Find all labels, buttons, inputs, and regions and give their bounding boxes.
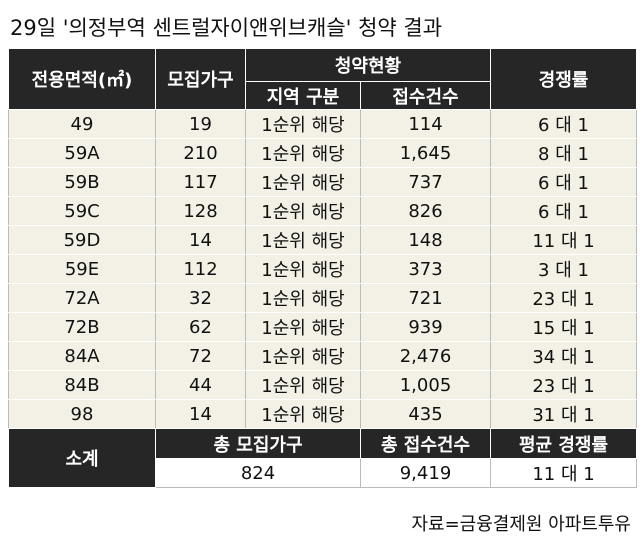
cell: 59B — [8, 167, 156, 197]
cell: 2,476 — [360, 341, 491, 371]
cell: 23 대 1 — [490, 283, 637, 313]
cell: 112 — [155, 254, 246, 284]
cell: 6 대 1 — [490, 167, 637, 197]
cell: 59A — [8, 138, 156, 168]
header-cell: 평균 경쟁률 — [490, 428, 637, 459]
cell: 11 대 1 — [490, 225, 637, 255]
cell: 1순위 해당 — [245, 196, 361, 226]
table-row: 49 19 1순위 해당 114 6 대 1 — [8, 109, 637, 139]
cell: 435 — [360, 399, 491, 429]
cell: 373 — [360, 254, 491, 284]
header-cell: 총 모집가구 — [155, 428, 361, 459]
header-cell: 모집가구 — [155, 48, 246, 110]
header-cell: 전용면적(㎡) — [8, 48, 156, 110]
table-row: 72A 32 1순위 해당 721 23 대 1 — [8, 283, 637, 313]
header-cell: 총 접수건수 — [360, 428, 491, 459]
cell: 1순위 해당 — [245, 167, 361, 197]
cell: 44 — [155, 370, 246, 400]
cell: 98 — [8, 399, 156, 429]
cell: 31 대 1 — [490, 399, 637, 429]
cell: 59E — [8, 254, 156, 284]
cell: 1순위 해당 — [245, 283, 361, 313]
result-table: 전용면적(㎡) 모집가구 청약현황 경쟁률 지역 구분 접수건수 49 19 1순위… — [8, 48, 637, 488]
cell: 114 — [360, 109, 491, 139]
table-row: 84A 72 1순위 해당 2,476 34 대 1 — [8, 341, 637, 371]
cell: 1순위 해당 — [245, 399, 361, 429]
cell: 14 — [155, 399, 246, 429]
source: 자료=금융결제원 아파트투유 — [411, 514, 631, 535]
cell: 117 — [155, 167, 246, 197]
cell: 34 대 1 — [490, 341, 637, 371]
table-row: 59C 128 1순위 해당 826 6 대 1 — [8, 196, 637, 226]
cell: 939 — [360, 312, 491, 342]
cell: 62 — [155, 312, 246, 342]
table-row: 59D 14 1순위 해당 148 11 대 1 — [8, 225, 637, 255]
cell: 59D — [8, 225, 156, 255]
table-row: 72B 62 1순위 해당 939 15 대 1 — [8, 312, 637, 342]
cell: 84B — [8, 370, 156, 400]
cell: 1순위 해당 — [245, 370, 361, 400]
cell: 59C — [8, 196, 156, 226]
cell: 1순위 해당 — [245, 225, 361, 255]
cell: 3 대 1 — [490, 254, 637, 284]
cell: 737 — [360, 167, 491, 197]
cell: 19 — [155, 109, 246, 139]
table-row: 59E 112 1순위 해당 373 3 대 1 — [8, 254, 637, 284]
cell: 824 — [155, 458, 361, 488]
cell: 6 대 1 — [490, 109, 637, 139]
cell: 1순위 해당 — [245, 254, 361, 284]
cell: 1순위 해당 — [245, 138, 361, 168]
cell: 128 — [155, 196, 246, 226]
table-row: 소계 총 모집가구 총 접수건수 평균 경쟁률 — [8, 428, 637, 488]
cell: 8 대 1 — [490, 138, 637, 168]
cell: 84A — [8, 341, 156, 371]
table-row: 84B 44 1순위 해당 1,005 23 대 1 — [8, 370, 637, 400]
cell: 1,645 — [360, 138, 491, 168]
cell: 210 — [155, 138, 246, 168]
cell: 72B — [8, 312, 156, 342]
table-row: 98 14 1순위 해당 435 31 대 1 — [8, 399, 637, 429]
header-cell: 소계 — [8, 428, 156, 488]
table-row: 59A 210 1순위 해당 1,645 8 대 1 — [8, 138, 637, 168]
cell: 1순위 해당 — [245, 312, 361, 342]
cell: 826 — [360, 196, 491, 226]
cell: 1,005 — [360, 370, 491, 400]
cell: 9,419 — [360, 458, 491, 488]
table-body: 전용면적(㎡) 모집가구 청약현황 경쟁률 지역 구분 접수건수 49 19 1순위… — [8, 48, 637, 488]
cell: 14 — [155, 225, 246, 255]
cell: 23 대 1 — [490, 370, 637, 400]
header-cell: 경쟁률 — [490, 48, 637, 110]
header-cell: 청약현황 — [245, 48, 491, 82]
cell: 148 — [360, 225, 491, 255]
cell: 72 — [155, 341, 246, 371]
cell: 72A — [8, 283, 156, 313]
table-row: 59B 117 1순위 해당 737 6 대 1 — [8, 167, 637, 197]
header-cell: 지역 구분 — [245, 81, 361, 110]
cell: 6 대 1 — [490, 196, 637, 226]
cell: 721 — [360, 283, 491, 313]
cell: 1순위 해당 — [245, 341, 361, 371]
cell: 1순위 해당 — [245, 109, 361, 139]
header-cell: 접수건수 — [360, 81, 491, 110]
cell: 15 대 1 — [490, 312, 637, 342]
cell: 32 — [155, 283, 246, 313]
cell: 49 — [8, 109, 156, 139]
table-row: 824 9,419 11 대 1 — [9, 458, 637, 488]
title: 29일 '의정부역 센트럴자이앤위브캐슬' 청약 결과 — [10, 16, 443, 40]
cell: 11 대 1 — [490, 458, 637, 488]
